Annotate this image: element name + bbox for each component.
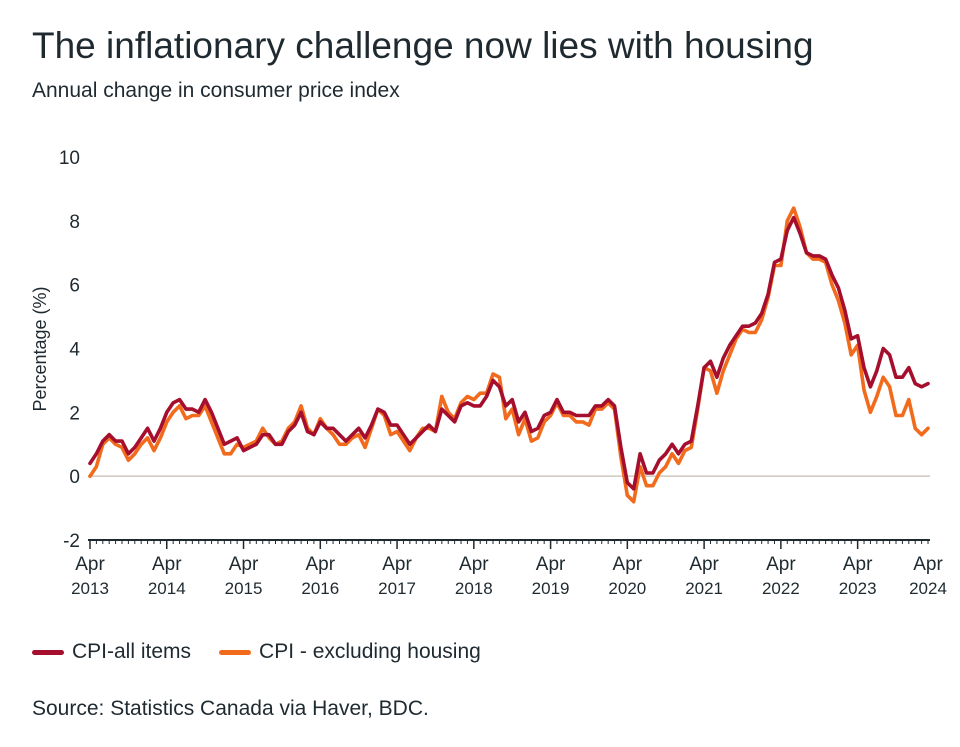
x-tick-label-month: Apr <box>306 554 336 575</box>
x-tick-label-month: Apr <box>613 554 643 575</box>
x-tick-label-year: 2014 <box>148 579 186 598</box>
x-tick-label-month: Apr <box>229 554 259 575</box>
x-tick-label-month: Apr <box>459 554 489 575</box>
y-tick-label: 4 <box>69 340 80 361</box>
source-note: Source: Statistics Canada via Haver, BDC… <box>32 697 429 720</box>
x-tick-label-year: 2016 <box>301 579 339 598</box>
series-line-cpi-all <box>88 215 930 491</box>
x-tick-label-year: 2018 <box>455 579 493 598</box>
legend-label-cpi-all: CPI-all items <box>72 640 192 663</box>
x-tick-label-year: 2024 <box>909 579 947 598</box>
legend-item-cpi-ex-housing: CPI - excluding housing <box>219 640 481 664</box>
x-tick-label-month: Apr <box>75 554 105 575</box>
y-tick-label: 6 <box>69 276 80 297</box>
x-tick-label-year: 2021 <box>685 579 723 598</box>
y-axis-label: Percentage (%) <box>30 286 50 411</box>
legend-swatch-cpi-all <box>32 649 64 655</box>
x-tick-group: Apr 2013 Apr 2014 Apr 2015 Apr 2016 Apr 2017 Apr 20… <box>71 540 947 598</box>
x-tick-label-year: 2015 <box>225 579 263 598</box>
legend-swatch-cpi-ex-housing <box>219 649 252 655</box>
x-tick-label-month: Apr <box>843 554 873 575</box>
x-tick-label-month: Apr <box>689 554 719 575</box>
x-tick-label-month: Apr <box>766 554 796 575</box>
x-tick-label-year: 2013 <box>71 579 109 598</box>
x-tick-label-month: Apr <box>152 554 182 575</box>
legend-item-cpi-all: CPI-all items <box>32 640 191 664</box>
x-tick-label-month: Apr <box>913 554 943 575</box>
series-group <box>88 206 930 504</box>
legend-label-cpi-ex-housing: CPI - excluding housing <box>259 640 481 663</box>
series-line-cpi-ex-housing <box>88 206 930 504</box>
chart-subtitle: Annual change in consumer price index <box>32 79 400 102</box>
x-tick-label-year: 2017 <box>378 579 416 598</box>
x-tick-label-month: Apr <box>382 554 412 575</box>
y-tick-label: 0 <box>69 467 80 488</box>
legend: CPI-all items CPI - excluding housing <box>32 640 509 664</box>
x-tick-label-year: 2022 <box>762 579 800 598</box>
y-axis-label-group: Percentage (%) <box>30 286 50 411</box>
chart-title: The inflationary challenge now lies with… <box>32 25 814 66</box>
y-tick-label: 10 <box>59 148 80 169</box>
x-tick-label-year: 2019 <box>532 579 570 598</box>
x-tick-label-year: 2020 <box>608 579 646 598</box>
y-tick-label: 2 <box>69 403 80 424</box>
x-tick-label-month: Apr <box>536 554 566 575</box>
x-tick-label-year: 2023 <box>839 579 877 598</box>
y-tick-label: 8 <box>69 212 80 233</box>
y-tick-label: -2 <box>63 531 80 552</box>
y-tick-labels: 10 8 6 4 2 0 -2 <box>59 148 81 552</box>
